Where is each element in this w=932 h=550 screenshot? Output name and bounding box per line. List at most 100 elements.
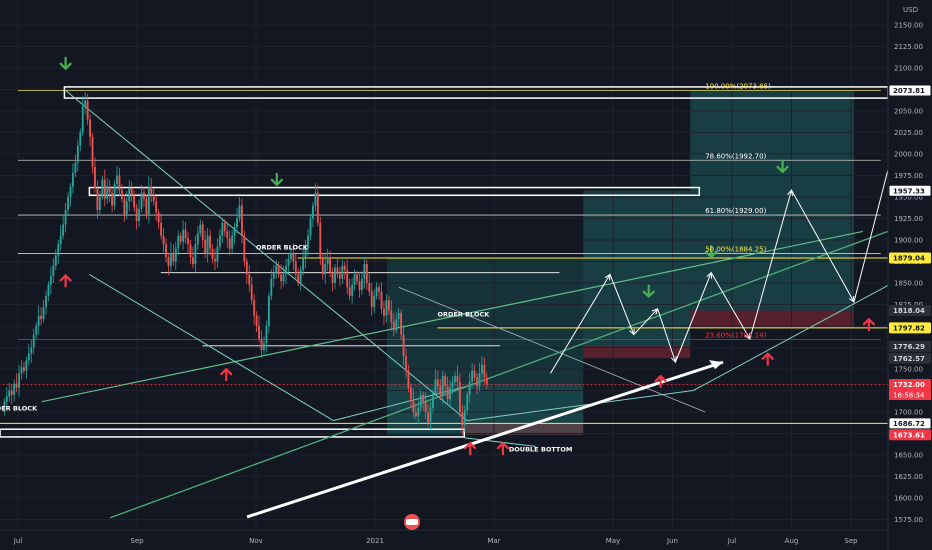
- candle-body: [140, 192, 143, 210]
- candle-body: [419, 394, 422, 408]
- candle-body: [473, 370, 476, 378]
- candle-body: [45, 295, 47, 308]
- candle-body: [405, 356, 407, 371]
- candle-body: [390, 310, 393, 322]
- trend-arrow: [246, 360, 724, 519]
- candle-body: [356, 274, 358, 282]
- candle-body: [113, 184, 116, 206]
- candle-body: [209, 235, 212, 249]
- candle-body: [143, 192, 145, 199]
- price-tag-label: 1673.61: [893, 431, 925, 439]
- x-tick-label: Jul: [727, 537, 737, 545]
- candle-body: [456, 375, 459, 382]
- candle-body: [395, 319, 398, 331]
- candle-body: [272, 272, 275, 279]
- buy-arrow-icon: [59, 274, 72, 288]
- candle-body: [312, 205, 314, 219]
- candle-body: [194, 244, 197, 265]
- fibonacci-labels: 100.00%(2073.85) 78.60%(1992.70) 61.80%(19…: [705, 82, 771, 339]
- candle-body: [412, 399, 415, 412]
- candle-body: [218, 235, 221, 247]
- price-tag-label: 2073.81: [893, 87, 925, 95]
- candle-body: [84, 100, 87, 107]
- candle-body: [130, 188, 133, 196]
- candle-body: [307, 235, 309, 249]
- candle-body: [351, 284, 354, 296]
- buy-arrow-icon: [862, 318, 875, 332]
- y-tick-label: 1625.00: [894, 473, 923, 481]
- candle-body: [226, 231, 229, 239]
- candle-body: [35, 326, 38, 335]
- trendlines: [41, 89, 932, 519]
- candle-body: [25, 360, 28, 371]
- candle-body: [76, 145, 79, 163]
- buy-arrow-icon: [464, 442, 477, 456]
- y-axis: USD 1575.001600.001625.001650.001675.001…: [887, 0, 932, 550]
- candle-body: [483, 364, 486, 378]
- candle-body: [214, 258, 216, 262]
- candle-body: [233, 227, 236, 236]
- candle-body: [385, 300, 388, 316]
- candle-body: [162, 235, 165, 245]
- trendline: [110, 230, 889, 519]
- chart-annotations: ORDER BLOCK ORDER BLOCK ORDER BLOCK DOUBLE …: [0, 243, 572, 453]
- candle-body: [485, 377, 488, 385]
- candle-body: [463, 410, 466, 425]
- x-tick-label: Aug: [785, 537, 799, 545]
- candle-body: [392, 321, 395, 331]
- price-tag-label: 1762.57: [893, 355, 925, 363]
- buy-arrow-icon: [496, 442, 510, 456]
- x-tick-label: Sep: [844, 537, 858, 545]
- candle-body: [240, 205, 243, 236]
- annotation-label: ORDER BLOCK: [437, 311, 490, 319]
- candle-body: [167, 257, 170, 266]
- price-tag: [888, 417, 932, 430]
- trend-arrow-head: [709, 360, 724, 370]
- candle-body: [471, 370, 474, 382]
- trendline: [467, 390, 694, 422]
- candle-body: [427, 412, 429, 423]
- candle-body: [267, 295, 270, 326]
- y-tick-label: 1850.00: [894, 280, 923, 288]
- candle-body: [27, 353, 30, 361]
- candle-body: [400, 313, 403, 335]
- risk-reward-zones: [386, 90, 854, 435]
- annotation-label: ORDER BLOCK: [0, 404, 38, 412]
- candle-body: [319, 222, 322, 258]
- candlestick-series: [3, 92, 488, 435]
- candle-body: [402, 334, 405, 357]
- y-tick-label: 2150.00: [894, 22, 923, 30]
- signal-arrows: [59, 56, 914, 456]
- events-badge[interactable]: [404, 514, 420, 530]
- trendline: [41, 230, 864, 403]
- candle-body: [444, 375, 447, 387]
- candle-body: [255, 315, 258, 326]
- candle-body: [108, 186, 111, 193]
- trendline: [464, 437, 536, 447]
- candle-body: [265, 326, 268, 344]
- candle-body: [169, 252, 172, 266]
- loss-zone: [583, 346, 691, 359]
- sell-arrow-icon: [776, 159, 789, 173]
- candle-body: [461, 412, 464, 425]
- candle-body: [184, 229, 187, 239]
- candle-body: [5, 396, 8, 402]
- candle-body: [98, 197, 101, 210]
- candle-body: [341, 265, 344, 279]
- candle-body: [409, 387, 412, 400]
- x-tick-label: Sep: [130, 537, 144, 545]
- candle-body: [23, 367, 25, 371]
- candle-body: [71, 172, 74, 187]
- price-tag-label: 1879.04: [893, 255, 925, 263]
- candle-body: [331, 272, 334, 283]
- candle-body: [125, 201, 128, 215]
- price-tag: [889, 322, 931, 334]
- price-tag-label: 1686.72: [893, 420, 925, 428]
- price-tag-label: 1957.33: [893, 187, 925, 195]
- price-tag: [889, 378, 931, 390]
- candle-body: [74, 162, 77, 173]
- candle-body: [348, 287, 351, 296]
- candle-body: [18, 373, 20, 388]
- y-tick-label: 1950.00: [894, 194, 923, 202]
